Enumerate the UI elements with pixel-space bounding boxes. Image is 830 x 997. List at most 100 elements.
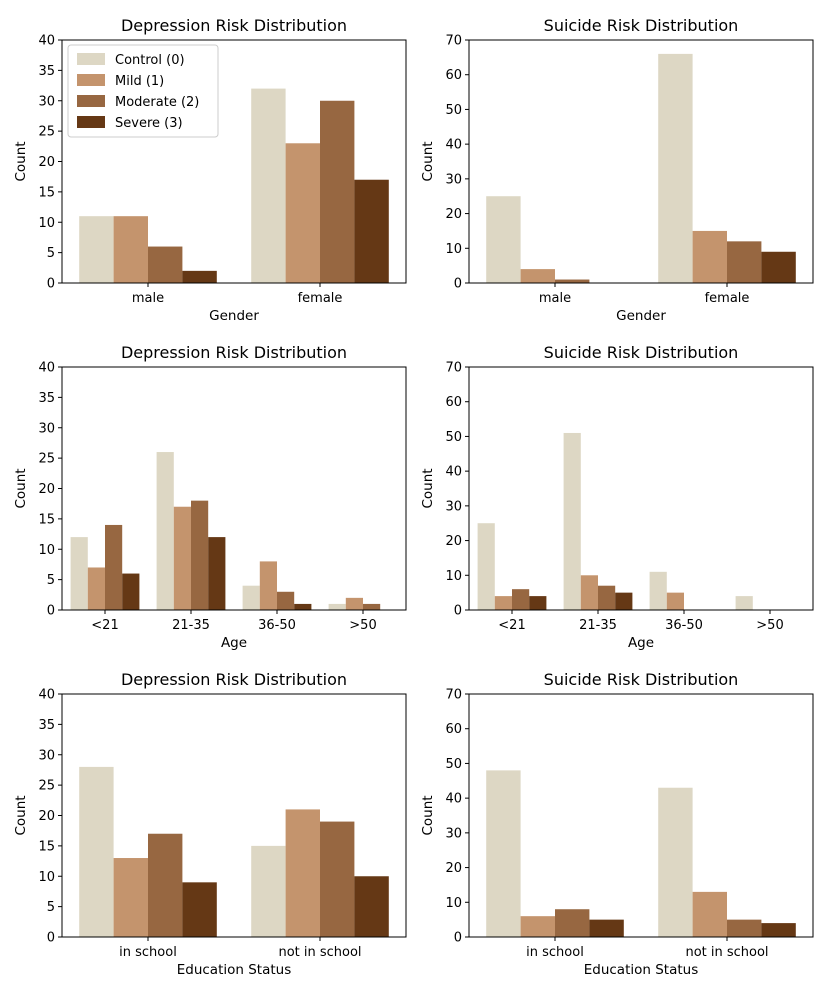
- bar: [761, 251, 796, 283]
- legend-label: Mild (1): [115, 74, 164, 89]
- y-axis-label: Count: [420, 141, 436, 181]
- bar: [285, 809, 320, 937]
- x-tick-label: in school: [119, 945, 177, 960]
- y-tick-label: 60: [445, 722, 462, 737]
- x-axis-label: Gender: [616, 308, 666, 324]
- bar: [354, 876, 389, 937]
- y-tick-label: 0: [454, 277, 462, 292]
- y-tick-label: 40: [445, 138, 462, 153]
- bar: [156, 452, 174, 610]
- y-tick-label: 0: [47, 604, 55, 619]
- bar: [563, 432, 581, 610]
- x-tick-label: not in school: [685, 945, 768, 960]
- y-tick-label: 10: [445, 569, 462, 584]
- bar: [520, 269, 555, 283]
- y-tick-label: 35: [38, 718, 55, 733]
- bar: [658, 53, 693, 283]
- x-tick-label: 36-50: [258, 618, 296, 633]
- bar: [294, 603, 312, 610]
- chart-title: Depression Risk Distribution: [121, 16, 347, 35]
- bar: [494, 596, 512, 610]
- x-tick-label: <21: [91, 618, 118, 633]
- bar: [70, 537, 88, 610]
- y-tick-label: 20: [38, 809, 55, 824]
- y-axis-label: Count: [420, 468, 436, 508]
- bar: [320, 821, 355, 937]
- y-tick-label: 30: [445, 172, 462, 187]
- bar: [191, 500, 209, 610]
- x-axis-label: Education Status: [584, 962, 699, 978]
- bar: [251, 88, 286, 283]
- bar: [589, 919, 624, 937]
- bar: [277, 591, 295, 610]
- x-tick-label: >50: [756, 618, 783, 633]
- bar: [285, 143, 320, 283]
- chart-panel-2: 0 10 20 30 40 50 60 70 male female Suicide Risk Di…: [420, 16, 814, 324]
- bar: [692, 891, 727, 937]
- chart-panel-3: 0 5 10 15 20 25 30 35 40 <21 21-35 36-50 >50 Depressi…: [13, 343, 407, 651]
- legend-box: [67, 44, 219, 138]
- chart-title: Depression Risk Distribution: [121, 670, 347, 689]
- y-tick-label: 40: [38, 361, 55, 376]
- y-tick-label: 25: [38, 452, 55, 467]
- y-tick-label: 20: [38, 155, 55, 170]
- y-tick-label: 5: [47, 246, 55, 261]
- y-tick-label: 10: [38, 870, 55, 885]
- y-tick-label: 10: [445, 896, 462, 911]
- x-tick-label: female: [298, 291, 343, 306]
- y-tick-label: 15: [38, 839, 55, 854]
- bar: [208, 537, 226, 610]
- bar: [242, 585, 260, 610]
- legend-label: Moderate (2): [115, 95, 199, 110]
- bar: [735, 596, 753, 610]
- chart-title: Suicide Risk Distribution: [544, 670, 739, 689]
- bar: [345, 597, 363, 610]
- plot-frame: [468, 693, 814, 938]
- legend-swatch: [77, 95, 105, 107]
- chart-title: Suicide Risk Distribution: [544, 343, 739, 362]
- x-tick-label: 36-50: [665, 618, 703, 633]
- bar: [598, 585, 616, 610]
- y-tick-label: 50: [445, 757, 462, 772]
- x-axis-label: Gender: [209, 308, 259, 324]
- bar: [105, 524, 123, 610]
- plot-frame: [468, 39, 814, 284]
- y-tick-label: 0: [47, 931, 55, 946]
- y-tick-label: 25: [38, 125, 55, 140]
- bar: [363, 603, 381, 610]
- y-tick-label: 30: [38, 421, 55, 436]
- y-tick-label: 0: [454, 931, 462, 946]
- x-axis-label: Age: [628, 635, 654, 651]
- y-tick-label: 40: [38, 34, 55, 49]
- x-axis-label: Education Status: [177, 962, 292, 978]
- bar: [486, 770, 521, 937]
- x-tick-label: in school: [526, 945, 584, 960]
- x-axis-label: Age: [221, 635, 247, 651]
- y-tick-label: 20: [445, 534, 462, 549]
- y-axis-label: Count: [13, 468, 29, 508]
- x-tick-label: 21-35: [172, 618, 210, 633]
- bar: [615, 592, 633, 610]
- y-tick-label: 10: [38, 216, 55, 231]
- bar: [649, 571, 667, 610]
- x-tick-label: male: [539, 291, 571, 306]
- y-tick-label: 0: [454, 604, 462, 619]
- y-tick-label: 60: [445, 395, 462, 410]
- y-tick-label: 20: [445, 207, 462, 222]
- y-tick-label: 5: [47, 573, 55, 588]
- chart-title: Suicide Risk Distribution: [544, 16, 739, 35]
- y-tick-label: 70: [445, 688, 462, 703]
- bar: [354, 179, 389, 283]
- legend-label: Control (0): [115, 53, 185, 68]
- chart-panel-1: 0 5 10 15 20 25 30 35 40 male female Depression Ris…: [13, 16, 407, 324]
- legend-label: Severe (3): [115, 116, 183, 131]
- legend-swatch: [77, 116, 105, 128]
- y-axis-label: Count: [13, 795, 29, 835]
- bar: [658, 787, 693, 937]
- y-tick-label: 0: [47, 277, 55, 292]
- y-tick-label: 30: [445, 826, 462, 841]
- y-tick-label: 70: [445, 34, 462, 49]
- bar: [148, 246, 183, 283]
- x-tick-label: female: [705, 291, 750, 306]
